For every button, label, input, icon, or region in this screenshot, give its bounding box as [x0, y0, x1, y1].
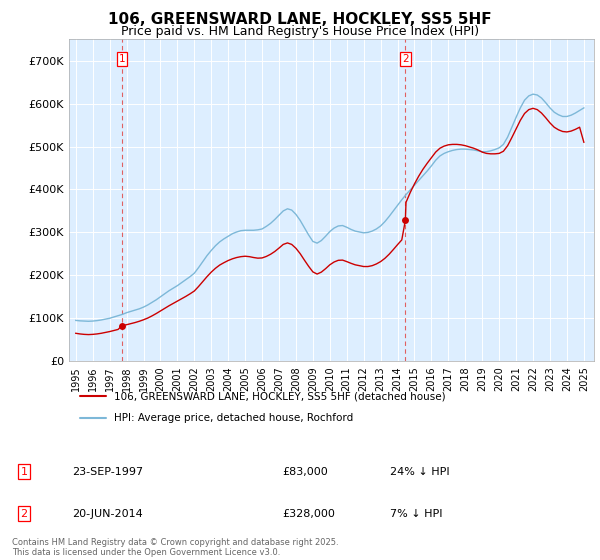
Text: Contains HM Land Registry data © Crown copyright and database right 2025.
This d: Contains HM Land Registry data © Crown c…	[12, 538, 338, 557]
Text: 106, GREENSWARD LANE, HOCKLEY, SS5 5HF (detached house): 106, GREENSWARD LANE, HOCKLEY, SS5 5HF (…	[113, 391, 445, 402]
Text: £328,000: £328,000	[282, 509, 335, 519]
Text: HPI: Average price, detached house, Rochford: HPI: Average price, detached house, Roch…	[113, 413, 353, 423]
Text: 20-JUN-2014: 20-JUN-2014	[72, 509, 143, 519]
Text: 2: 2	[20, 509, 28, 519]
Text: 106, GREENSWARD LANE, HOCKLEY, SS5 5HF: 106, GREENSWARD LANE, HOCKLEY, SS5 5HF	[108, 12, 492, 27]
Text: £83,000: £83,000	[282, 467, 328, 477]
Text: Price paid vs. HM Land Registry's House Price Index (HPI): Price paid vs. HM Land Registry's House …	[121, 25, 479, 38]
Text: 24% ↓ HPI: 24% ↓ HPI	[390, 467, 449, 477]
Text: 7% ↓ HPI: 7% ↓ HPI	[390, 509, 443, 519]
Text: 1: 1	[20, 467, 28, 477]
Text: 1: 1	[119, 54, 125, 64]
Text: 23-SEP-1997: 23-SEP-1997	[72, 467, 143, 477]
Text: 2: 2	[402, 54, 409, 64]
